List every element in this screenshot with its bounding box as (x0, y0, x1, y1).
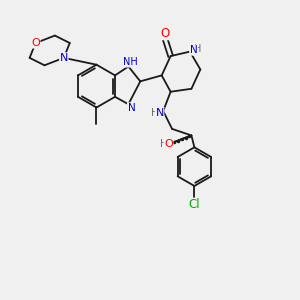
Text: O: O (164, 140, 173, 149)
Text: N: N (190, 45, 197, 55)
Text: O: O (160, 27, 169, 40)
Text: O: O (31, 38, 40, 48)
Text: N: N (60, 53, 68, 63)
Text: N: N (155, 108, 164, 118)
Text: N: N (128, 103, 135, 113)
Text: Cl: Cl (189, 198, 200, 211)
Text: H: H (160, 140, 167, 149)
Text: H: H (151, 108, 158, 118)
Text: H: H (194, 44, 201, 54)
Text: NH: NH (122, 57, 137, 67)
